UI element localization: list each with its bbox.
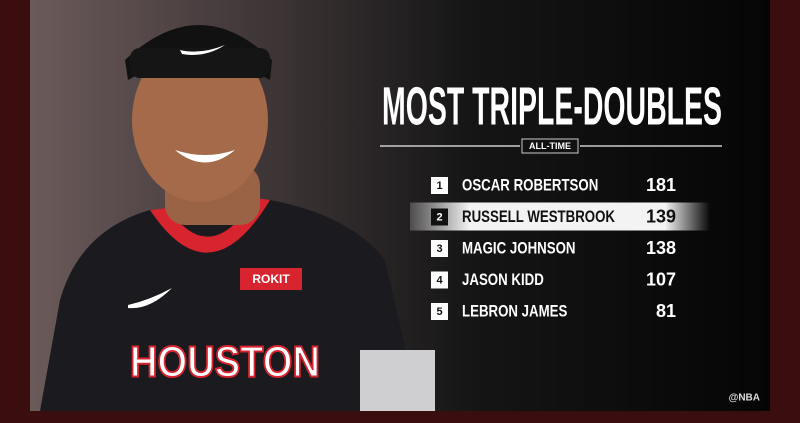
title: MOST TRIPLE-DOUBLES <box>382 76 722 136</box>
rank-box <box>431 271 448 289</box>
subtitle: ALL-TIME <box>529 141 571 151</box>
sponsor-text: ROKIT <box>252 272 290 286</box>
rank-box <box>431 208 448 226</box>
value: 81 <box>656 301 676 321</box>
value: 139 <box>646 206 676 226</box>
table: 1 OSCAR ROBERTSON 181 2 RUSSELL WESTBROOK 139… <box>410 175 710 327</box>
value: 107 <box>646 269 676 289</box>
value: 138 <box>646 238 676 258</box>
rank-box <box>431 240 448 257</box>
player-name: LEBRON JAMES <box>462 301 567 320</box>
rank: 1 <box>436 180 442 192</box>
subtitle-box <box>521 138 579 154</box>
rank: 2 <box>436 211 442 223</box>
player-name: OSCAR ROBERTSON <box>462 175 598 194</box>
rank-box <box>431 303 448 320</box>
value: 181 <box>646 175 676 195</box>
credit: @NBA <box>729 393 760 404</box>
row-highlight <box>410 202 710 231</box>
rank-box <box>431 177 448 194</box>
jersey-text: HOUSTON <box>130 338 320 387</box>
player-photo: ROKIT HOUSTON <box>40 25 435 411</box>
rank: 5 <box>436 306 442 318</box>
player-name: MAGIC JOHNSON <box>462 238 575 257</box>
rank: 4 <box>436 274 443 286</box>
rank: 3 <box>436 243 442 255</box>
player-name: JASON KIDD <box>462 270 544 289</box>
player-name: RUSSELL WESTBROOK <box>462 207 616 226</box>
